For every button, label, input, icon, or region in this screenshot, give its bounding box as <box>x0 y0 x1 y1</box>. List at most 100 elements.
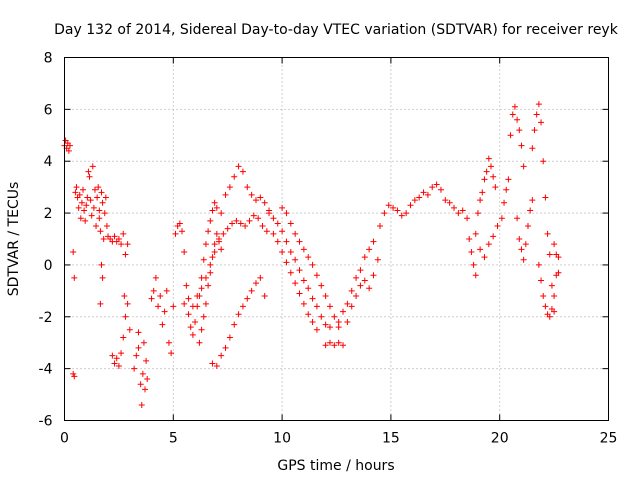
data-point <box>335 318 342 325</box>
data-point <box>353 274 360 281</box>
data-point <box>490 173 497 180</box>
data-point <box>370 238 377 245</box>
data-point <box>98 261 105 268</box>
data-point <box>361 277 368 284</box>
data-point <box>246 217 253 224</box>
data-point <box>296 290 303 297</box>
data-point <box>150 287 157 294</box>
data-point <box>163 287 170 294</box>
data-point <box>522 241 529 248</box>
data-point <box>202 274 209 281</box>
data-point <box>111 233 118 240</box>
data-point <box>70 370 77 377</box>
data-point <box>487 163 494 170</box>
data-point <box>244 184 251 191</box>
y-tick-label: 6 <box>44 102 53 118</box>
data-point <box>416 194 423 201</box>
data-point <box>544 230 551 237</box>
data-point <box>89 163 96 170</box>
data-point <box>189 303 196 310</box>
data-point <box>538 119 545 126</box>
chart-title: Day 132 of 2014, Sidereal Day-to-day VTE… <box>54 22 619 38</box>
data-point <box>279 204 286 211</box>
data-point <box>442 197 449 204</box>
data-point <box>135 344 142 351</box>
data-point <box>239 303 246 310</box>
data-point <box>135 329 142 336</box>
data-point <box>357 282 364 289</box>
data-point <box>503 186 510 193</box>
data-point <box>546 251 553 258</box>
data-point <box>218 210 225 217</box>
data-point <box>361 254 368 261</box>
data-point <box>93 223 100 230</box>
data-point <box>377 223 384 230</box>
data-point <box>514 215 521 222</box>
data-point <box>115 236 122 242</box>
x-tick-label: 0 <box>60 431 69 447</box>
data-point <box>348 303 355 310</box>
data-point <box>237 220 244 227</box>
data-point <box>381 210 388 217</box>
data-point <box>86 173 93 180</box>
data-point <box>318 282 325 289</box>
data-point <box>540 293 547 300</box>
data-point <box>185 295 192 302</box>
x-axis-ticks: 0 5 10 15 20 25 <box>60 57 617 447</box>
data-point <box>211 199 218 206</box>
data-point <box>305 285 312 292</box>
data-point <box>305 311 312 318</box>
data-point <box>239 168 246 175</box>
data-point <box>222 191 229 198</box>
data-point <box>85 168 92 175</box>
data-point <box>261 199 268 206</box>
data-point <box>283 259 290 266</box>
data-point <box>124 241 131 248</box>
y-tick-label: 4 <box>44 154 53 170</box>
data-point <box>138 401 145 408</box>
data-point <box>520 256 527 263</box>
data-point <box>194 293 201 300</box>
data-point <box>398 212 405 219</box>
data-point <box>183 282 190 289</box>
data-point <box>220 230 227 237</box>
data-point <box>235 311 242 318</box>
data-point <box>287 269 294 276</box>
data-point <box>96 215 103 222</box>
data-point <box>527 207 534 214</box>
data-point <box>459 207 466 214</box>
data-point <box>266 210 273 217</box>
data-point <box>322 293 329 300</box>
data-point <box>287 248 294 255</box>
data-point <box>144 376 151 383</box>
data-point <box>292 230 299 237</box>
data-point <box>82 217 89 224</box>
data-point <box>159 321 166 328</box>
data-point <box>407 202 414 209</box>
data-point <box>255 215 262 222</box>
data-point <box>505 176 512 183</box>
data-point <box>226 334 233 341</box>
data-point <box>551 308 558 315</box>
data-point <box>207 217 214 224</box>
data-point <box>514 116 521 123</box>
data-point <box>331 342 338 349</box>
data-point <box>72 189 79 196</box>
data-point <box>209 207 216 214</box>
y-tick-label: -4 <box>39 362 53 378</box>
data-point <box>81 207 88 214</box>
data-point <box>474 210 481 217</box>
data-point <box>77 215 84 222</box>
data-point <box>133 352 140 359</box>
data-point <box>73 184 80 191</box>
data-point <box>477 246 484 253</box>
data-point <box>538 277 545 284</box>
data-point <box>270 230 277 237</box>
data-point <box>483 168 490 175</box>
data-point <box>313 303 320 310</box>
data-point <box>99 199 106 206</box>
data-point <box>535 101 542 108</box>
data-point <box>165 339 172 346</box>
data-point <box>270 215 277 222</box>
